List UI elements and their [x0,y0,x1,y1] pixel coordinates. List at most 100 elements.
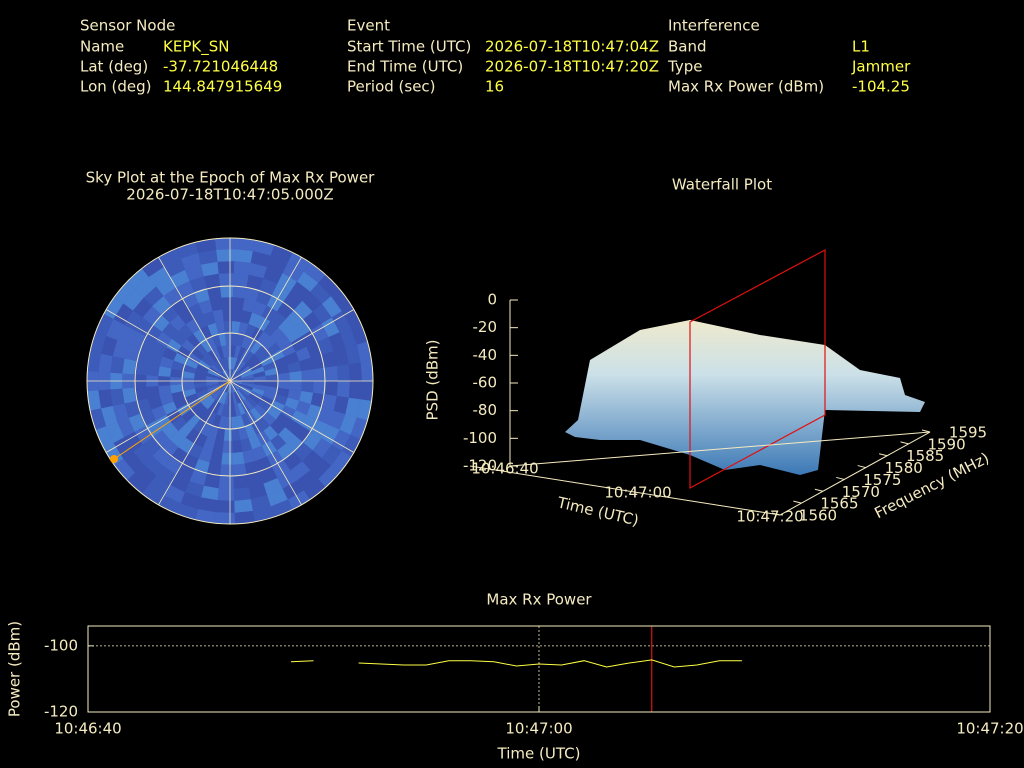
sky-cell [248,312,262,328]
sky-cell [123,451,144,473]
field-value: 2026-07-18T10:47:04Z [485,38,659,56]
sky-cell [187,352,201,365]
sky-cell [200,409,212,423]
field-label: Band [668,38,707,56]
sky-cell [312,303,332,324]
sky-cell [182,371,195,379]
sky-cell [230,381,240,390]
sky-cell [200,422,212,437]
sky-cell [372,359,373,381]
psd-tick-label: -40 [473,346,498,364]
sky-cell [290,281,311,301]
sky-cell [143,456,164,476]
sky-cell [280,405,296,420]
sky-cell [110,356,125,374]
sky-cell [242,449,256,464]
sky-cell [159,393,174,406]
sky-cell [152,314,170,332]
sky-cell [248,483,268,500]
sky-cell [295,346,311,362]
sky-cell [218,415,227,429]
sky-cell [291,410,307,426]
sky-cell [195,406,208,419]
sky-cell [233,487,251,501]
sky-cell [321,424,340,445]
sky-cell [241,382,254,388]
sky-cell [243,398,255,411]
sky-cell [372,381,373,403]
sky-cell [176,241,199,259]
sky-cell [263,478,283,496]
sky-cell [246,396,258,408]
sky-cell [270,349,285,362]
sky-cell [221,381,230,391]
sky-cell [113,458,135,481]
sky-cell [328,332,346,352]
sky-cell [241,384,254,391]
sky-cell [251,387,265,396]
sky-cell [230,345,237,358]
x-tick-label: 10:47:00 [505,720,572,738]
field-label: Start Time (UTC) [347,38,471,56]
sky-cell [141,256,164,277]
sky-cell [206,381,219,386]
sky-cell [170,474,190,493]
sky-cell [297,470,319,491]
sky-cell [277,372,290,381]
y-tick-label: -120 [44,703,78,721]
sky-cell [220,464,234,477]
sky-cell [234,403,242,417]
sky-cell [124,431,143,452]
sky-cell [195,343,208,356]
sky-cell [256,416,271,431]
sky-cell [181,339,196,353]
sky-cell [313,381,326,395]
sky-cell [252,445,267,461]
x-tick-label: 10:47:20 [956,720,1023,738]
sky-cell [198,359,211,370]
sky-cell [336,381,350,398]
sky-cell [201,261,219,277]
sky-cell [218,381,230,384]
sky-cell [230,392,235,405]
sky-cell [287,389,302,401]
sky-cell [299,391,314,405]
y-tick-label: -100 [44,636,78,654]
epoch-plane [689,249,826,490]
sky-cell [224,357,229,370]
sky-cell [166,338,182,353]
sky-cell [254,345,267,358]
sky-cell [238,363,249,374]
sky-cell [134,386,148,401]
sky-cell [126,267,149,290]
sky-cell [310,392,326,408]
sky-cell [123,289,144,311]
sky-cell [233,273,249,287]
sky-cell [286,435,304,453]
sky-cell [134,317,153,336]
sky-cell [212,309,224,323]
sky-cell [221,404,228,417]
sky-cell [117,417,135,438]
sky-cell [198,299,213,315]
field-value: Jammer [851,58,911,76]
sky-cell [311,420,329,439]
sky-cell [284,397,300,411]
sky-cell [241,374,254,380]
sky-cell [241,413,251,427]
sky-cell [250,341,263,355]
sky-cell [196,364,209,373]
sky-cell [206,412,217,426]
sky-cell [128,330,146,349]
sky-cell [253,371,266,378]
sky-cell [225,369,230,381]
sky-cell [183,364,197,374]
sky-cell [289,371,302,381]
sky-cell [246,354,258,366]
sky-cell [171,416,187,431]
sky-cell [250,251,271,267]
sky-cell [215,427,225,441]
sky-cell [143,286,164,306]
sky-cell [207,369,220,377]
